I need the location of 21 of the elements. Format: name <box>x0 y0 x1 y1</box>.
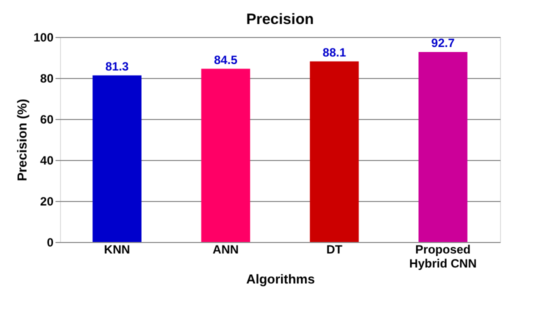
y-tick-label: 100 <box>33 30 54 44</box>
chart-title: Precision <box>246 11 314 28</box>
bar <box>92 75 142 242</box>
x-tick-label: ANN <box>212 242 239 256</box>
y-tick-label: 0 <box>46 236 54 250</box>
data-label: 81.3 <box>105 59 130 74</box>
x-tick-label: KNN <box>104 242 130 256</box>
data-label: 92.7 <box>431 36 455 50</box>
y-axis-title: Precision (%) <box>14 98 30 182</box>
y-tick-label: 40 <box>40 154 54 168</box>
y-tick-label: 80 <box>40 72 54 86</box>
x-axis-title: Algorithms <box>246 272 315 286</box>
x-tick-label: Proposed Hybrid CNN <box>409 242 477 270</box>
bar <box>418 52 468 242</box>
x-tick-label: DT <box>326 242 343 256</box>
bar <box>310 61 359 242</box>
data-label: 88.1 <box>322 45 346 60</box>
bar <box>201 68 250 242</box>
y-tick-label: 60 <box>40 112 54 126</box>
data-label: 84.5 <box>214 52 238 67</box>
y-tick-label: 20 <box>40 194 54 208</box>
